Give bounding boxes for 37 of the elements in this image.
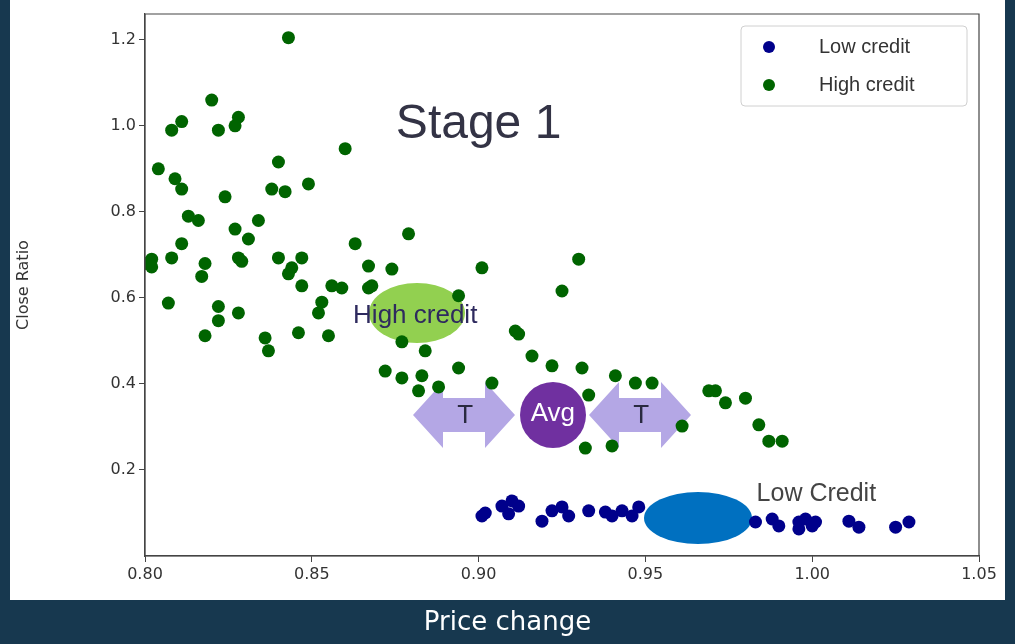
point (809, 515, 823, 529)
point (902, 515, 916, 529)
point (512, 499, 526, 513)
point (748, 515, 762, 529)
y-tick-label: 0.8 (110, 201, 136, 221)
annotation: Low Credit (756, 478, 877, 507)
legend-label: Low credit (819, 34, 911, 57)
point (535, 514, 549, 528)
x-axis-title: Price change (422, 606, 593, 636)
x-tick-label: 0.80 (127, 563, 163, 583)
y-tick-label: 1.0 (110, 115, 136, 134)
point (772, 519, 786, 533)
legend-label: High credit (819, 72, 916, 95)
x-tick-label: 0.90 (460, 563, 497, 583)
point (562, 509, 576, 523)
point (842, 514, 856, 528)
x-tick-label: 0.95 (627, 563, 664, 583)
y-tick-label: 0.6 (110, 287, 136, 307)
y-tick-label: 0.2 (110, 459, 136, 479)
y-axis-title: Close Ratio (12, 240, 32, 330)
annotation: Avg (530, 397, 575, 428)
point (545, 504, 559, 518)
y-tick-label: 1.2 (110, 28, 136, 48)
annotation: Stage 1 (395, 95, 562, 149)
point (615, 504, 629, 518)
point (852, 520, 866, 534)
x-tick-label: 1.05 (961, 563, 997, 583)
x-tick-label: 0.85 (293, 563, 330, 583)
point (502, 507, 516, 521)
point (889, 520, 903, 534)
y-tick-label: 0.4 (110, 373, 136, 393)
annotation: T (633, 399, 650, 430)
x-tick-label: 1.00 (794, 563, 831, 583)
annotation: T (457, 399, 474, 430)
point (582, 504, 596, 518)
point (632, 500, 646, 514)
point (605, 509, 619, 523)
